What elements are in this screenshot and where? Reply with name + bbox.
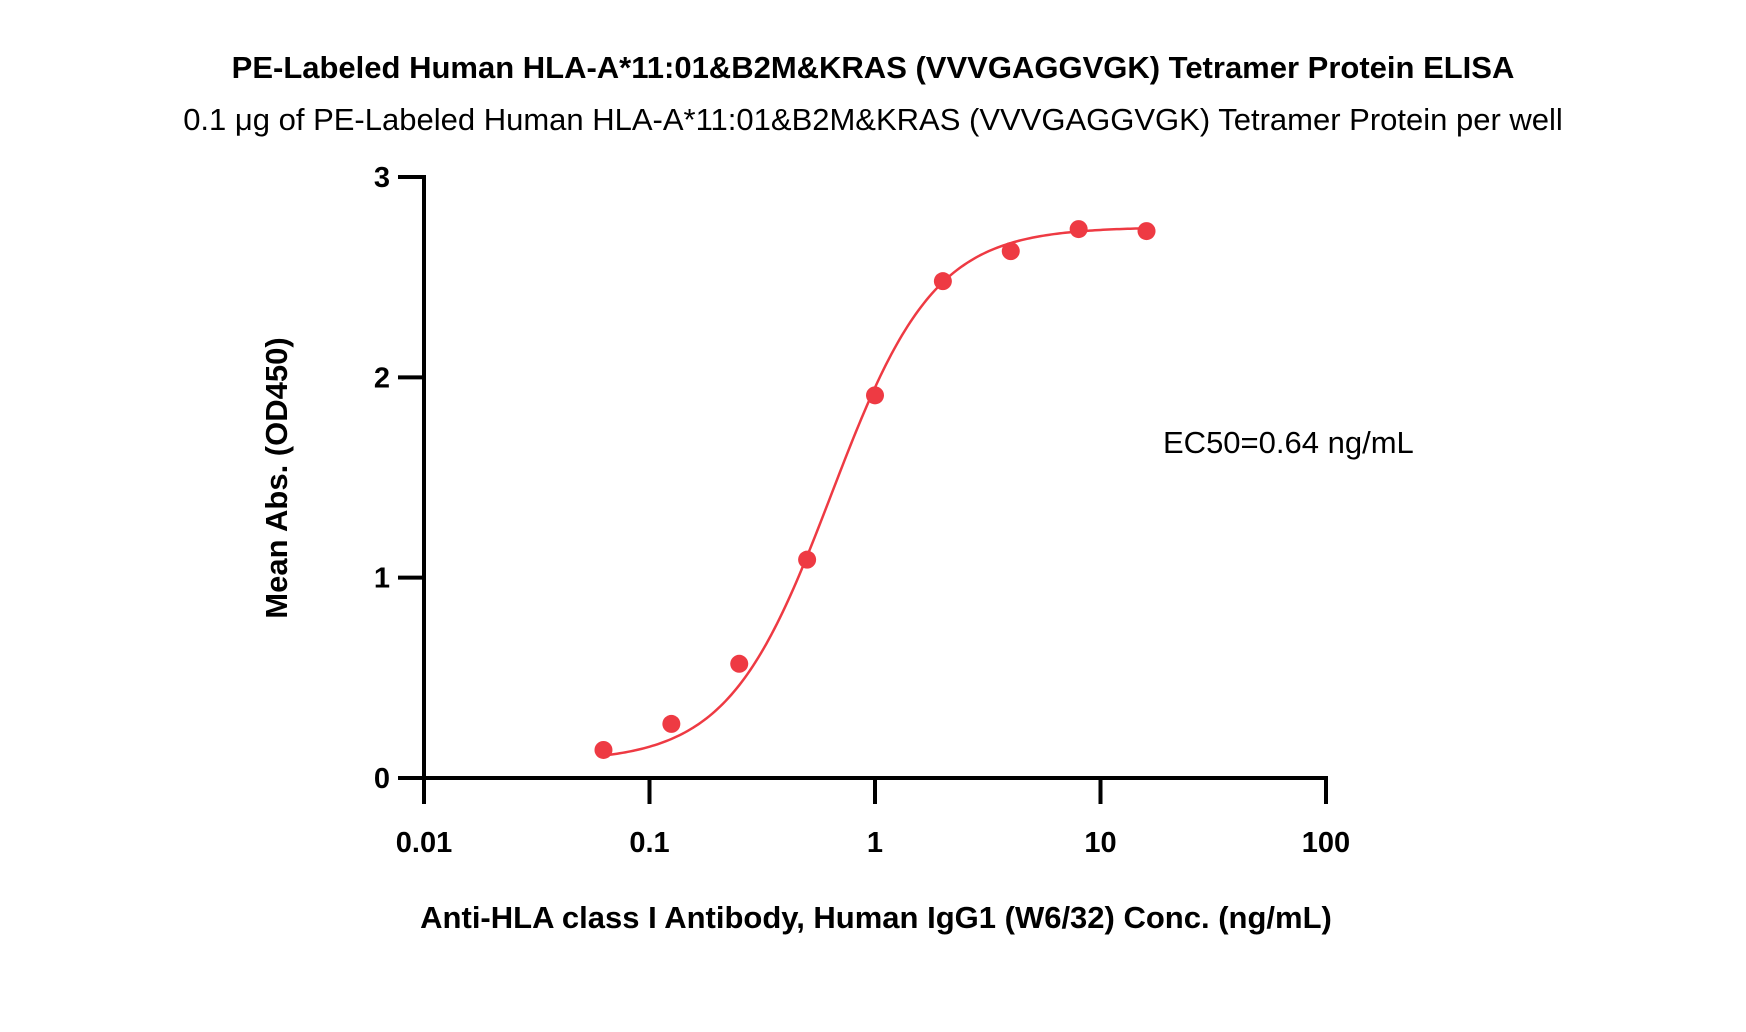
- data-point: [1069, 220, 1088, 239]
- data-point: [1137, 222, 1156, 241]
- data-point: [662, 714, 681, 733]
- x-tick-label: 10: [1084, 827, 1116, 859]
- data-point: [866, 386, 884, 405]
- fit-curve: [603, 227, 1147, 757]
- data-point: [1001, 242, 1020, 261]
- y-tick-label: 2: [374, 362, 390, 394]
- y-axis-label: Mean Abs. (OD450): [259, 337, 294, 618]
- x-tick-label: 1: [867, 827, 883, 859]
- y-tick-label: 3: [374, 162, 390, 194]
- x-tick-label: 100: [1302, 827, 1350, 859]
- data-point: [933, 272, 952, 291]
- x-axis-label: Anti-HLA class I Antibody, Human IgG1 (W…: [420, 900, 1332, 935]
- data-point: [730, 654, 749, 673]
- x-tick-label: 0.1: [629, 827, 669, 859]
- ticks: 0 1 2 3 0.01 0.1 1 10 100: [374, 162, 1350, 859]
- plot-area: [594, 220, 1156, 759]
- chart-title: PE-Labeled Human HLA-A*11:01&B2M&KRAS (V…: [232, 50, 1515, 85]
- y-tick-label: 0: [374, 763, 390, 795]
- axes: [422, 175, 1328, 781]
- chart-subtitle: 0.1 μg of PE-Labeled Human HLA-A*11:01&B…: [183, 102, 1563, 137]
- ec50-annotation: EC50=0.64 ng/mL: [1163, 425, 1414, 460]
- x-tick-label: 0.01: [396, 827, 452, 859]
- y-tick-label: 1: [374, 563, 390, 595]
- data-point: [594, 740, 613, 759]
- data-point: [798, 550, 817, 569]
